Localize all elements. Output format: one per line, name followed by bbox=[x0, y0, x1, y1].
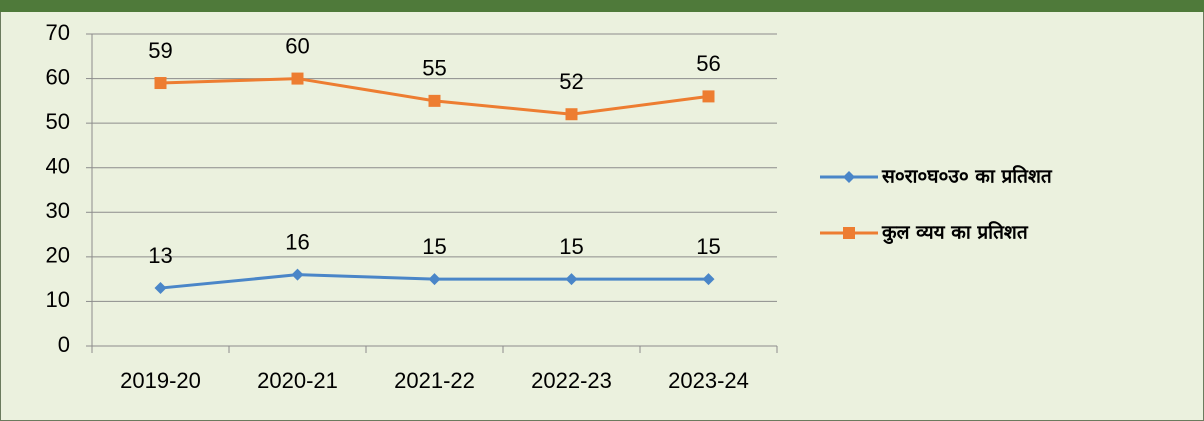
data-label: 15 bbox=[559, 234, 583, 259]
y-tick-label: 30 bbox=[46, 198, 70, 223]
y-tick-label: 50 bbox=[46, 109, 70, 134]
legend-label: स०रा०घ०उ० का प्रतिशत bbox=[881, 165, 1053, 188]
data-label: 60 bbox=[285, 33, 309, 58]
legend-marker bbox=[843, 227, 855, 239]
y-tick-label: 70 bbox=[46, 20, 70, 45]
x-tick-label: 2021-22 bbox=[394, 368, 475, 393]
data-point bbox=[154, 77, 167, 90]
y-tick-label: 10 bbox=[46, 287, 70, 312]
header-bar bbox=[0, 0, 1204, 12]
data-label: 13 bbox=[148, 243, 172, 268]
data-label: 15 bbox=[696, 234, 720, 259]
y-tick-label: 20 bbox=[46, 243, 70, 268]
data-point bbox=[702, 273, 715, 286]
data-point bbox=[565, 273, 578, 286]
y-tick-label: 60 bbox=[46, 64, 70, 89]
legend-label: कुल व्यय का प्रतिशत bbox=[881, 221, 1029, 245]
data-label: 55 bbox=[422, 56, 446, 81]
y-tick-label: 0 bbox=[58, 332, 70, 357]
data-point bbox=[428, 94, 441, 107]
data-label: 16 bbox=[285, 229, 309, 254]
x-tick-label: 2022-23 bbox=[531, 368, 612, 393]
data-label: 15 bbox=[422, 234, 446, 259]
legend-marker bbox=[843, 171, 855, 183]
data-label: 59 bbox=[148, 38, 172, 63]
x-tick-label: 2023-24 bbox=[668, 368, 749, 393]
y-tick-label: 40 bbox=[46, 154, 70, 179]
data-point bbox=[291, 72, 304, 85]
x-tick-label: 2020-21 bbox=[257, 368, 338, 393]
data-label: 56 bbox=[696, 51, 720, 76]
data-point bbox=[154, 282, 167, 295]
data-label: 52 bbox=[559, 69, 583, 94]
x-tick-label: 2019-20 bbox=[120, 368, 201, 393]
data-point bbox=[428, 273, 441, 286]
data-point bbox=[291, 268, 304, 281]
data-point bbox=[702, 90, 715, 103]
data-point bbox=[565, 108, 578, 121]
